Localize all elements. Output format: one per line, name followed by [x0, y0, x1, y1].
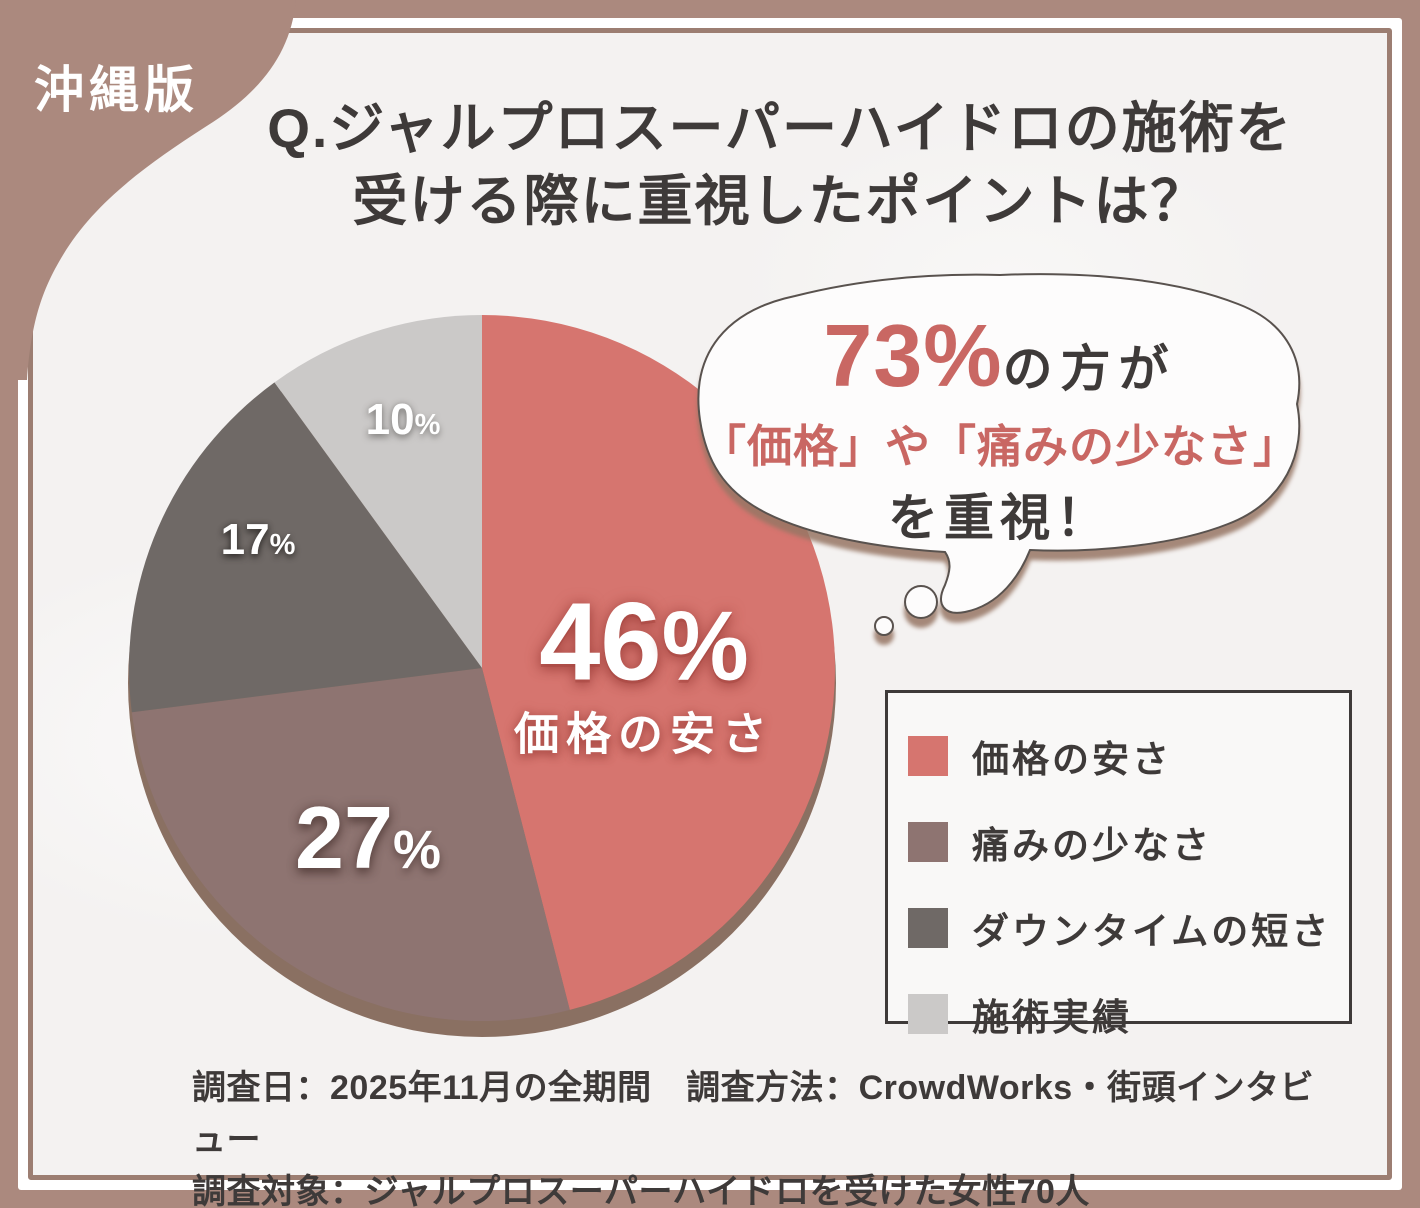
legend-item-downtime: ダウンタイムの短さ — [908, 901, 1349, 955]
legend-swatch-downtime — [908, 908, 948, 948]
pie-unit-pain: % — [392, 820, 441, 880]
pie-value-downtime: 17 — [220, 515, 270, 564]
speech-bubble-text: 73%の方が 「価格」や「痛みの少なさ」 を重視！ — [700, 282, 1300, 572]
pie-unit-downtime: % — [269, 529, 296, 561]
bubble-line-1: 73%の方が — [823, 311, 1177, 400]
survey-note-line-2: 調査対象：ジャルプロスーパーハイドロを受けた女性70人 — [192, 1173, 1090, 1208]
speech-bubble-shape — [697, 273, 1301, 614]
pie-slice-2 — [129, 382, 482, 713]
legend-label-results: 施術実績 — [972, 997, 1132, 1038]
pie-slice-name-price: 価格の安さ — [513, 708, 775, 760]
pie-unit-price: % — [661, 590, 749, 701]
pie-unit-results: % — [414, 409, 441, 441]
legend-swatch-price — [908, 736, 948, 776]
legend-label-pain: 痛みの少なさ — [972, 825, 1212, 866]
pie-slice-3 — [274, 315, 482, 668]
pie-label-downtime: 17% — [221, 518, 296, 562]
page-title: Q.ジャルプロスーパーハイドロの施術を 受ける際に重視したポイントは？ — [180, 92, 1380, 238]
legend-item-results: 施術実績 — [908, 987, 1349, 1041]
legend-label-downtime: ダウンタイムの短さ — [972, 911, 1332, 952]
corner-ribbon-shape — [0, 0, 296, 380]
title-line-2: 受ける際に重視したポイントは？ — [352, 170, 1208, 233]
legend-label-price: 価格の安さ — [972, 739, 1172, 780]
legend-box: 価格の安さ 痛みの少なさ ダウンタイムの短さ 施術実績 — [885, 690, 1352, 1038]
edition-badge: 沖縄版 — [34, 62, 199, 118]
legend-swatch-results — [908, 994, 948, 1034]
thought-dot-large — [904, 585, 938, 619]
bubble-line-2: 「価格」や「痛みの少なさ」 — [700, 420, 1299, 472]
survey-notes: 調査日：2025年11月の全期間 調査方法：CrowdWorks・街頭インタビュ… — [192, 1062, 1322, 1208]
bubble-line-3: を重視！ — [888, 489, 1112, 546]
pie-value-pain: 27 — [295, 788, 393, 887]
pie-label-results: 10% — [366, 398, 441, 442]
thought-dot-small — [874, 616, 894, 636]
legend-item-price: 価格の安さ — [908, 729, 1349, 783]
title-line-1: Q.ジャルプロスーパーハイドロの施術を — [267, 97, 1293, 159]
pie-label-pain: 27% — [295, 794, 441, 882]
bubble-stat-suffix: の方が — [1002, 340, 1177, 397]
legend-swatch-pain — [908, 822, 948, 862]
pie-slice-1 — [131, 668, 570, 1021]
pie-value-price: 46 — [539, 580, 662, 704]
bubble-stat: 73% — [823, 305, 1003, 405]
pie-slices-group — [129, 315, 835, 1021]
pie-value-results: 10 — [365, 395, 415, 444]
legend-item-pain: 痛みの少なさ — [908, 815, 1349, 869]
pie-label-price: 46% 価格の安さ — [513, 587, 775, 760]
survey-note-line-1: 調査日：2025年11月の全期間 調査方法：CrowdWorks・街頭インタビュ… — [192, 1069, 1315, 1159]
